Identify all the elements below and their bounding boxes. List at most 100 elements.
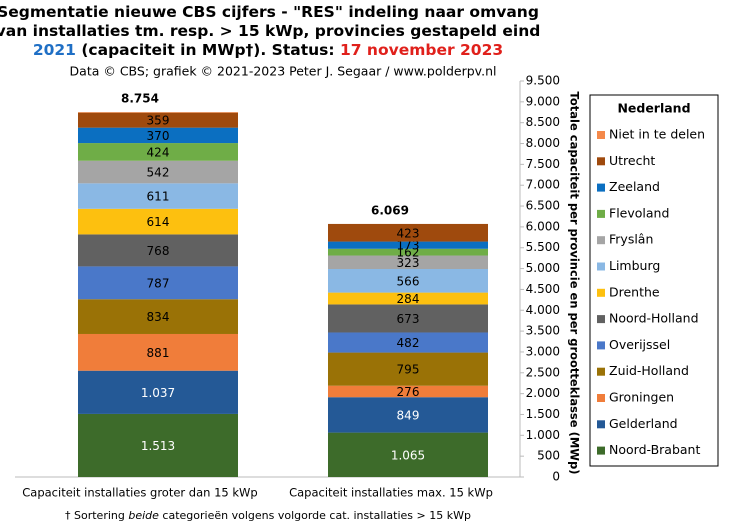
y-tick-label: 2.500 — [526, 365, 560, 379]
chart-title: 2021 (capaciteit in MWp†). Status: 17 no… — [33, 41, 503, 59]
bar-segment — [78, 208, 238, 235]
total-label: 6.069 — [371, 204, 409, 218]
legend-swatch — [597, 209, 605, 218]
legend-label: Gelderland — [609, 416, 678, 431]
y-tick-label: 9.500 — [526, 74, 560, 88]
bar-segment — [78, 160, 238, 184]
legend-label: Drenthe — [609, 284, 660, 299]
bar-segment — [328, 385, 488, 398]
footnote: † Sortering beide categorieën volgens vo… — [65, 509, 471, 522]
footnote-part: † Sortering — [65, 509, 128, 522]
data-label: 542 — [147, 166, 170, 180]
bar-segment — [78, 183, 238, 209]
bar-segment — [328, 223, 488, 242]
y-tick-label: 5.000 — [526, 261, 560, 275]
chart-title: van installaties tm. resp. > 15 kWp, pro… — [0, 22, 540, 40]
legend-swatch — [597, 288, 605, 297]
y-tick-label: 8.000 — [526, 136, 560, 150]
data-label: 673 — [397, 312, 420, 326]
data-label: 173 — [397, 239, 420, 253]
legend-label: Zeeland — [609, 179, 660, 194]
data-label: 611 — [147, 190, 170, 204]
bar-segment — [328, 268, 488, 293]
y-tick-label: 6.000 — [526, 219, 560, 233]
data-label: 768 — [147, 244, 170, 258]
y-tick-label: 9.000 — [526, 94, 560, 108]
title-part: 2021 — [33, 41, 76, 59]
legend-swatch — [597, 394, 605, 402]
legend-label: Zuid-Holland — [609, 363, 689, 378]
legend-swatch — [597, 262, 605, 271]
title-part: (capaciteit in MWp†). Status: — [76, 41, 340, 59]
legend-swatch — [597, 157, 605, 166]
data-label: 284 — [397, 292, 420, 306]
data-label: 566 — [397, 274, 420, 288]
legend-swatch — [597, 236, 605, 245]
total-label: 8.754 — [121, 92, 159, 106]
bar-segment — [78, 127, 238, 144]
bar-segment — [328, 304, 488, 333]
x-tick-label: Capaciteit installaties max. 15 kWp — [289, 486, 493, 500]
data-label: 834 — [147, 310, 170, 324]
y-tick-label: 4.500 — [526, 282, 560, 296]
bar-segment — [78, 112, 238, 113]
y-tick-label: 2.000 — [526, 386, 560, 400]
bar-segment — [328, 332, 488, 353]
legend-swatch — [597, 183, 605, 192]
legend-swatch — [597, 131, 605, 139]
legend-label: Fryslân — [609, 232, 653, 247]
legend-title: Nederland — [617, 101, 690, 116]
y-tick-label: 6.500 — [526, 199, 560, 213]
y-tick-label: 3.000 — [526, 344, 560, 358]
bar-segment — [328, 255, 488, 269]
data-label: 482 — [397, 336, 420, 350]
y-tick-label: 0 — [552, 470, 560, 484]
x-tick-label: Capaciteit installaties groter dan 15 kW… — [22, 486, 257, 500]
legend-box — [589, 94, 719, 467]
bar-segment — [78, 333, 238, 371]
bar-segment — [78, 266, 238, 300]
footnote-part: beide — [128, 509, 159, 522]
legend-label: Limburg — [609, 258, 660, 273]
data-label: 370 — [147, 129, 170, 143]
data-label: 323 — [397, 256, 420, 270]
legend-label: Niet in te delen — [609, 127, 705, 142]
bar-segment — [328, 352, 488, 386]
legend-swatch — [597, 367, 605, 376]
y-tick-label: 3.500 — [526, 324, 560, 338]
bar-segment — [328, 397, 488, 433]
legend-swatch — [597, 315, 605, 324]
bar-segment — [78, 112, 238, 128]
y-tick-label: 1.000 — [526, 428, 560, 442]
y-axis-title: Totale capaciteit per provincie en per g… — [568, 92, 582, 475]
chart-title: Segmentatie nieuwe CBS cijfers - "RES" i… — [0, 3, 539, 21]
y-tick-label: 4.000 — [526, 303, 560, 317]
legend-swatch — [597, 420, 605, 429]
subtitle: Data © CBS; grafiek © 2021-2023 Peter J.… — [70, 64, 497, 79]
y-tick-label: 1.500 — [526, 407, 560, 421]
y-tick-label: 500 — [537, 449, 560, 463]
data-label: 787 — [147, 276, 170, 290]
legend-swatch — [597, 446, 605, 455]
data-label: 424 — [147, 145, 170, 159]
data-label: 614 — [147, 215, 170, 229]
legend-label: Flevoland — [609, 205, 669, 220]
footnote-part: categorieën volgens volgorde cat. instal… — [159, 509, 471, 522]
bar-segment — [328, 248, 488, 256]
legend-swatch — [597, 341, 605, 350]
legend-label: Noord-Holland — [609, 311, 699, 326]
y-tick-label: 7.000 — [526, 178, 560, 192]
title-part: van installaties tm. resp. > 15 kWp, pro… — [0, 22, 540, 40]
legend-label: Noord-Brabant — [609, 442, 700, 457]
data-label: 849 — [397, 408, 420, 422]
data-label: 1.037 — [141, 386, 175, 400]
data-label: 1.513 — [141, 439, 175, 453]
data-label: 1.065 — [391, 448, 425, 462]
bar-segment — [328, 292, 488, 305]
bar-segment — [78, 143, 238, 161]
legend-label: Groningen — [609, 390, 674, 405]
bar-segment — [78, 299, 238, 334]
data-label: 162 — [397, 246, 420, 260]
data-label: 276 — [397, 385, 420, 399]
